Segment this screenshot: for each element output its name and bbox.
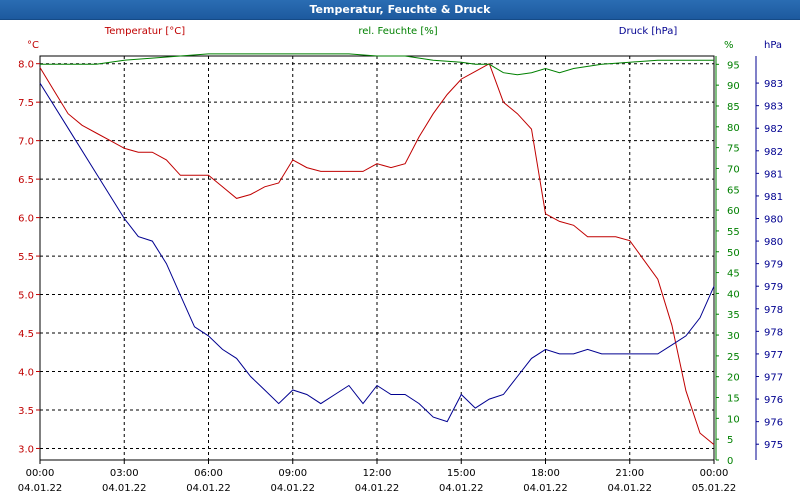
- temperature-unit-label: °C: [27, 40, 39, 51]
- pressure-tick-label: 979: [764, 260, 783, 271]
- title-bar: Temperatur, Feuchte & Druck: [0, 0, 800, 20]
- humidity-tick-label: 5: [727, 435, 733, 446]
- temperature-tick-label: 6.5: [18, 175, 34, 186]
- humidity-unit-label: %: [724, 40, 734, 51]
- time-tick-label: 18:00: [531, 468, 560, 479]
- temperature-tick-label: 8.0: [18, 60, 34, 71]
- time-tick-label: 15:00: [447, 468, 476, 479]
- date-tick-label: 04.01.22: [523, 483, 568, 494]
- temperature-tick-label: 6.0: [18, 214, 34, 225]
- date-tick-label: 04.01.22: [270, 483, 315, 494]
- humidity-tick-label: 20: [727, 373, 740, 384]
- humidity-tick-label: 85: [727, 102, 740, 113]
- pressure-tick-label: 976: [764, 395, 783, 406]
- date-tick-label: 04.01.22: [18, 483, 63, 494]
- pressure-tick-label: 982: [764, 147, 783, 158]
- pressure-unit-label: hPa: [764, 40, 782, 51]
- humidity-tick-label: 10: [727, 414, 740, 425]
- humidity-tick-label: 60: [727, 206, 740, 217]
- pressure-tick-label: 980: [764, 237, 783, 248]
- temperature-axis-title: Temperatur [°C]: [104, 26, 185, 37]
- date-tick-label: 04.01.22: [186, 483, 231, 494]
- time-tick-label: 09:00: [278, 468, 307, 479]
- time-tick-label: 03:00: [110, 468, 139, 479]
- humidity-tick-label: 25: [727, 352, 740, 363]
- pressure-tick-label: 977: [764, 350, 783, 361]
- humidity-tick-label: 65: [727, 185, 740, 196]
- humidity-tick-label: 75: [727, 144, 740, 155]
- humidity-axis-title: rel. Feuchte [%]: [358, 26, 437, 37]
- temperature-series-line: [39, 62, 715, 445]
- humidity-tick-label: 0: [727, 456, 733, 467]
- pressure-tick-label: 981: [764, 169, 783, 180]
- pressure-axis-title: Druck [hPa]: [619, 26, 678, 37]
- pressure-tick-label: 979: [764, 282, 783, 293]
- humidity-tick-label: 55: [727, 227, 740, 238]
- grid-lines: [40, 56, 714, 460]
- date-tick-label: 04.01.22: [102, 483, 147, 494]
- time-tick-label: 21:00: [615, 468, 644, 479]
- humidity-tick-label: 50: [727, 248, 740, 259]
- pressure-tick-label: 978: [764, 327, 783, 338]
- humidity-tick-label: 35: [727, 310, 740, 321]
- pressure-tick-label: 983: [764, 102, 783, 113]
- pressure-axis: 975 976 976 977 977 978 978 979 979 980 980 981 981 9…: [755, 56, 783, 460]
- series-layer: [39, 53, 715, 445]
- pressure-tick-label: 981: [764, 192, 783, 203]
- humidity-tick-label: 95: [727, 60, 740, 71]
- temperature-tick-label: 3.5: [18, 406, 34, 417]
- pressure-tick-label: 982: [764, 124, 783, 135]
- temperature-axis: 3.0 3.5 4.0 4.5 5.0 5.5 6.0 6.5 7.0 7.5 8.0: [18, 60, 40, 455]
- temperature-tick-label: 5.5: [18, 252, 34, 263]
- humidity-tick-label: 70: [727, 164, 740, 175]
- humidity-axis: 0 5 10 15 20 25 30 35 40 45 50 55 60 65 70 75 80 85 90 95: [715, 56, 740, 467]
- axis-headers: °C Temperatur [°C] % rel. Feuchte [%] hP…: [27, 26, 782, 51]
- humidity-series-line: [40, 53, 714, 76]
- humidity-tick-label: 40: [727, 289, 740, 300]
- time-tick-label: 12:00: [363, 468, 392, 479]
- temperature-tick-label: 4.0: [18, 368, 34, 379]
- date-tick-label: 04.01.22: [439, 483, 484, 494]
- pressure-tick-label: 976: [764, 418, 783, 429]
- humidity-tick-label: 30: [727, 331, 740, 342]
- temperature-tick-label: 3.0: [18, 444, 34, 455]
- temperature-tick-label: 7.0: [18, 137, 34, 148]
- humidity-tick-label: 15: [727, 394, 740, 405]
- humidity-tick-label: 80: [727, 123, 740, 134]
- pressure-tick-label: 977: [764, 372, 783, 383]
- temperature-tick-label: 5.0: [18, 291, 34, 302]
- window-title: Temperatur, Feuchte & Druck: [309, 3, 491, 16]
- pressure-tick-label: 983: [764, 79, 783, 90]
- pressure-series-line: [39, 82, 715, 423]
- time-tick-label: 00:00: [26, 468, 55, 479]
- time-axis: 00:00 04.01.22 03:00 04.01.22 06:00 04.01.22 0…: [18, 460, 737, 494]
- pressure-tick-label: 980: [764, 215, 783, 226]
- date-tick-label: 04.01.22: [607, 483, 652, 494]
- time-tick-label: 06:00: [194, 468, 223, 479]
- date-tick-label: 04.01.22: [355, 483, 400, 494]
- time-tick-label: 00:00: [700, 468, 729, 479]
- temperature-tick-label: 7.5: [18, 98, 34, 109]
- pressure-tick-label: 978: [764, 305, 783, 316]
- date-tick-label: 05.01.22: [692, 483, 737, 494]
- humidity-tick-label: 90: [727, 81, 740, 92]
- humidity-tick-label: 45: [727, 269, 740, 280]
- temperature-tick-label: 4.5: [18, 329, 34, 340]
- pressure-tick-label: 975: [764, 440, 783, 451]
